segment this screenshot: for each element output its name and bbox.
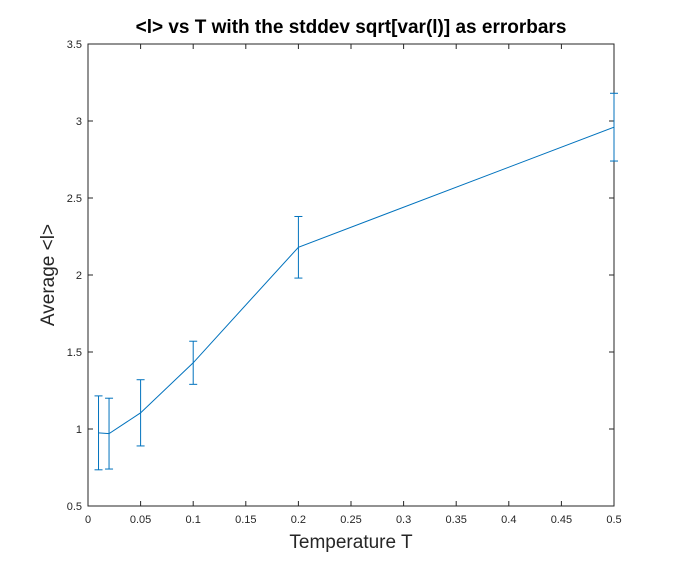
x-tick-label: 0.3 bbox=[396, 514, 411, 526]
y-axis: 0.5 1 1.5 2 2.5 3 3.5 bbox=[67, 39, 614, 513]
y-tick-label: 1.5 bbox=[67, 347, 82, 359]
error-bar bbox=[610, 92, 618, 162]
x-tick-label: 0.1 bbox=[186, 514, 201, 526]
x-axis: 0 0.05 0.1 0.15 0.2 0.25 0.3 0.35 0.4 0.45 0.5 bbox=[85, 44, 622, 526]
x-tick-label: 0 bbox=[85, 514, 91, 526]
x-tick-label: 0.45 bbox=[551, 514, 572, 526]
error-bar bbox=[136, 379, 145, 447]
y-tick-label: 0.5 bbox=[67, 501, 82, 513]
error-bar bbox=[94, 395, 103, 471]
y-axis-label: Average <l> bbox=[38, 224, 59, 326]
error-bar bbox=[294, 215, 303, 279]
error-bar bbox=[105, 397, 114, 470]
y-tick-label: 3 bbox=[76, 116, 82, 128]
y-tick-label: 1 bbox=[76, 424, 82, 436]
x-tick-label: 0.35 bbox=[445, 514, 466, 526]
x-tick-label: 0.4 bbox=[501, 514, 516, 526]
x-tick-label: 0.2 bbox=[291, 514, 306, 526]
chart-title: <l> vs T with the stddev sqrt[var(l)] as… bbox=[136, 17, 567, 38]
x-tick-label: 0.15 bbox=[235, 514, 256, 526]
y-tick-label: 2.5 bbox=[67, 193, 82, 205]
plot-area bbox=[87, 43, 615, 507]
x-tick-label: 0.5 bbox=[606, 514, 621, 526]
error-bar bbox=[189, 340, 198, 385]
x-tick-label: 0.05 bbox=[130, 514, 151, 526]
x-axis-label: Temperature T bbox=[289, 532, 413, 553]
series-layer bbox=[94, 92, 618, 471]
y-tick-label: 3.5 bbox=[67, 39, 82, 51]
x-tick-label: 0.25 bbox=[340, 514, 361, 526]
y-tick-label: 2 bbox=[76, 270, 82, 282]
series-line bbox=[98, 126, 615, 435]
